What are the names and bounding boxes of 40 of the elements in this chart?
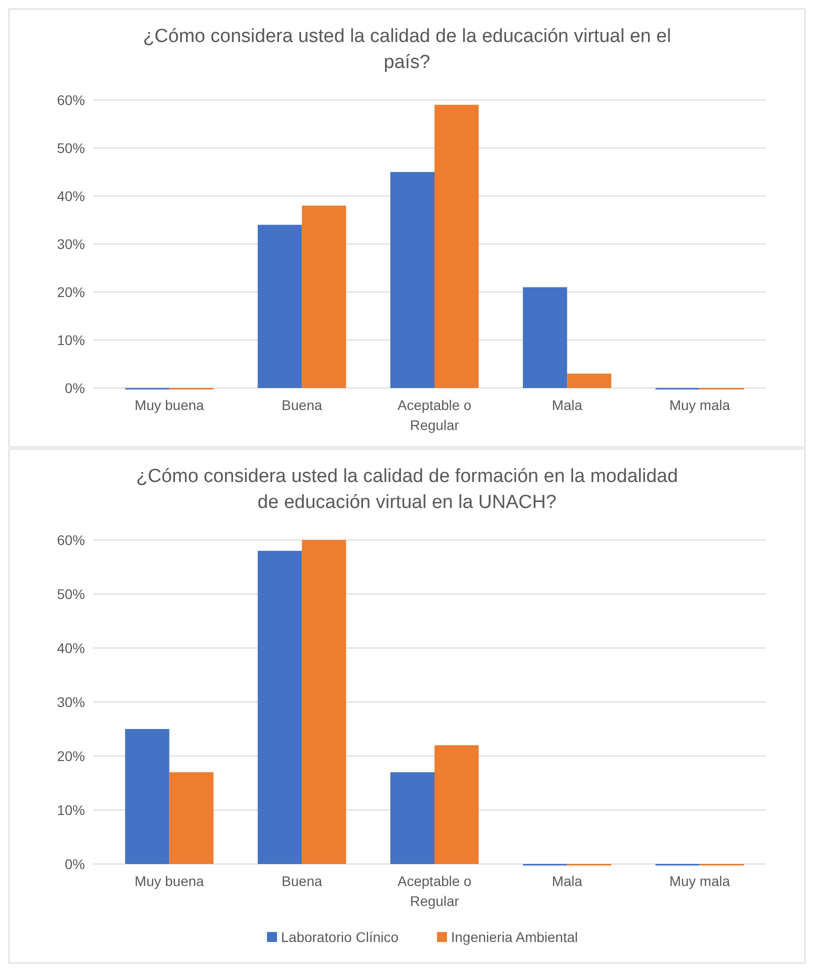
bar xyxy=(390,172,434,388)
x-tick-label: Aceptable o Regular xyxy=(398,397,472,433)
legend-label: Laboratorio Clínico xyxy=(281,929,399,945)
y-tick-label: 20% xyxy=(56,284,85,300)
bar xyxy=(434,745,479,864)
x-tick-label: Aceptable o Regular xyxy=(398,873,472,909)
y-tick-label: 10% xyxy=(56,332,85,348)
bar xyxy=(258,550,302,864)
bar xyxy=(390,772,434,864)
chart-title: ¿Cómo considera usted la calidad de la educación virtual en el país? xyxy=(142,26,672,73)
y-tick-label: 0% xyxy=(64,856,85,872)
bar xyxy=(258,224,302,388)
y-tick-label: 40% xyxy=(56,640,85,656)
y-tick-label: 50% xyxy=(56,586,85,602)
x-tick-label: Muy buena xyxy=(134,397,204,413)
y-tick-label: 50% xyxy=(56,140,85,156)
y-tick-label: 20% xyxy=(56,748,85,764)
x-tick-label: Mala xyxy=(552,873,582,889)
y-tick-label: 60% xyxy=(56,532,85,548)
y-tick-label: 40% xyxy=(56,188,85,204)
bar xyxy=(169,772,214,864)
x-tick-label: Mala xyxy=(552,397,582,413)
x-tick-label: Muy mala xyxy=(669,873,730,889)
y-tick-label: 60% xyxy=(56,92,85,108)
bar xyxy=(302,540,346,864)
y-tick-label: 30% xyxy=(56,694,85,710)
y-tick-label: 30% xyxy=(56,236,85,252)
y-tick-label: 10% xyxy=(56,802,85,818)
chart-title: ¿Cómo considera usted la calidad de formación en la modalidad de educación virtual en la UNACH? xyxy=(136,466,678,513)
bar xyxy=(302,206,346,388)
legend-label: Ingenieria Ambiental xyxy=(451,929,578,945)
bar xyxy=(125,729,170,864)
bar xyxy=(434,104,479,388)
x-tick-label: Buena xyxy=(282,873,322,889)
bar xyxy=(522,287,568,388)
x-tick-label: Muy buena xyxy=(134,873,204,889)
x-tick-label: Muy mala xyxy=(669,397,730,413)
x-tick-label: Buena xyxy=(282,397,322,413)
bar xyxy=(567,374,612,388)
y-tick-label: 0% xyxy=(64,380,85,396)
